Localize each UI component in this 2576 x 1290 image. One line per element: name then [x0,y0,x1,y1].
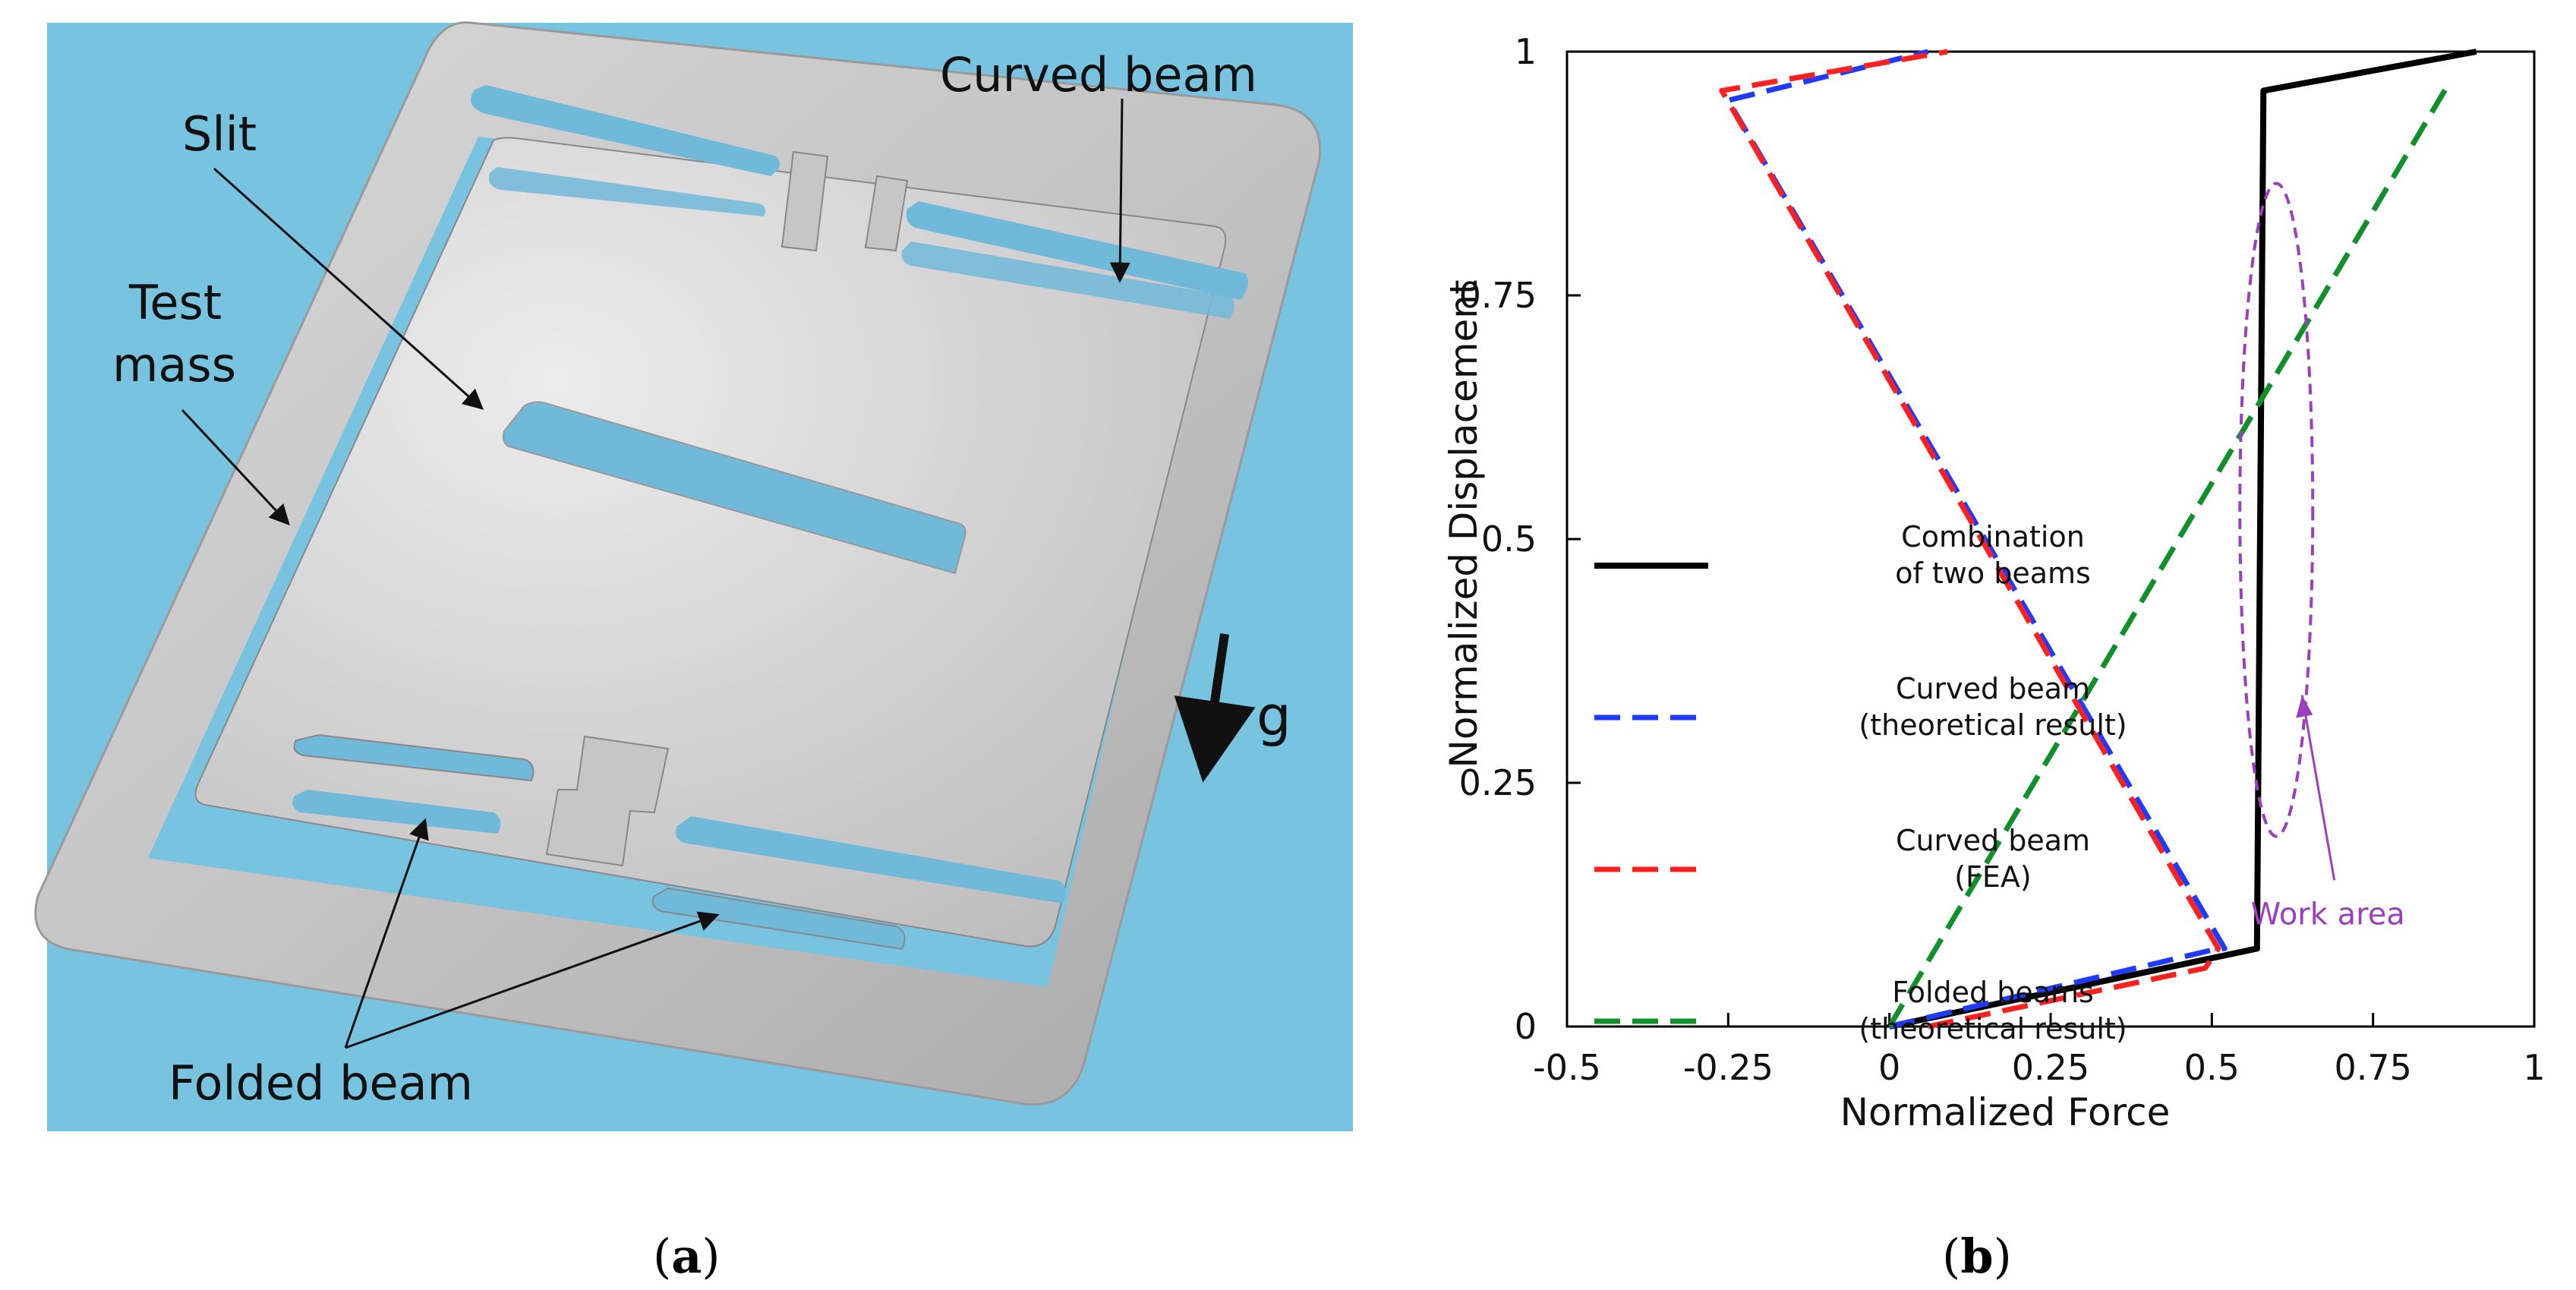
caption-a: (a) [653,1228,720,1284]
legend-entry-2-line1: Curved beam [1896,672,2090,705]
work-area-arrowhead [2296,695,2313,718]
legend-entry-2-line2: (theoretical result) [1859,708,2127,742]
x-tick-label: -0.5 [1533,1047,1601,1088]
work-area-ellipse [2238,181,2315,838]
work-area-label: Work area [2251,897,2405,932]
x-tick-label: 0.5 [2184,1047,2240,1088]
x-tick-label: 1 [2523,1047,2545,1088]
work-area-pointer [2300,695,2336,881]
panel-b-chart: -0.5 -0.25 0 0.25 0.5 0.75 1 0 0.25 0.5 0.75 1 Norma… [1442,31,2546,1134]
caption-a-letter: a [671,1228,702,1284]
curved-beam-slot-left-lower [489,167,765,216]
x-tick-label: 0.25 [2012,1047,2089,1088]
legend-entry-3-line2: (FEA) [1954,860,2032,894]
legend-entry-3-line1: Curved beam [1896,824,2090,857]
gravity-arrow [1174,633,1256,783]
caption-b: (b) [1942,1228,2012,1284]
curved-beam-slot-left [471,85,780,176]
gravity-label: g [1256,684,1291,748]
x-tick-label: 0 [1878,1047,1900,1088]
y-axis-label: Normalized Displacement [1442,279,1486,768]
folded-beam-slot-left-lower [292,790,501,834]
legend-entry-4-line2: (theoretical result) [1859,1012,2127,1046]
test-mass-label-line2: mass [112,337,236,393]
slit [502,401,966,575]
bottom-anchor [545,735,670,867]
x-tick-label: 0.75 [2334,1047,2411,1088]
slit-label: Slit [182,106,257,162]
folded-beam-slot-right [675,816,1066,904]
panel-a-illustration: Curved beam Slit Test mass Folded beam g [34,21,1353,1131]
folded-beam-pointer-left [344,818,429,1049]
test-mass-pointer [181,408,290,525]
legend-entry-4-line1: Folded beams [1892,976,2094,1009]
top-anchor-notch [780,150,909,252]
slit-pointer [213,167,484,410]
legend-entry-1-line1: Combination [1901,520,2085,554]
curved-beam-slot-right-lower [901,241,1234,319]
folded-beam-pointer-right [345,911,720,1049]
test-mass-label-line1: Test [128,275,222,330]
folded-beam-label: Folded beam [169,1055,473,1111]
curved-beam-slot-right [906,201,1248,300]
y-tick-label: 0.5 [1481,519,1537,560]
folded-beam-slot-right-lower [651,887,906,951]
x-tick-label: -0.25 [1683,1047,1774,1088]
curved-beam-label: Curved beam [940,47,1257,103]
series-line-2 [1725,49,2228,1030]
series-line-1 [1888,49,2477,1030]
y-tick-label: 0 [1515,1006,1537,1047]
caption-b-letter: b [1960,1228,1994,1284]
series-line-3 [1719,49,2221,1030]
x-axis-label: Normalized Force [1840,1090,2171,1134]
test-mass-body [194,137,1227,948]
curved-beam-pointer [1109,98,1130,283]
y-tick-label: 0.25 [1459,762,1537,803]
series-line-4 [1887,79,2453,1028]
y-tick-label: 1 [1515,31,1537,72]
folded-beam-slot-left [293,733,534,782]
y-tick-label: 0.75 [1459,275,1537,316]
legend-entry-1-line2: of two beams [1895,557,2091,590]
